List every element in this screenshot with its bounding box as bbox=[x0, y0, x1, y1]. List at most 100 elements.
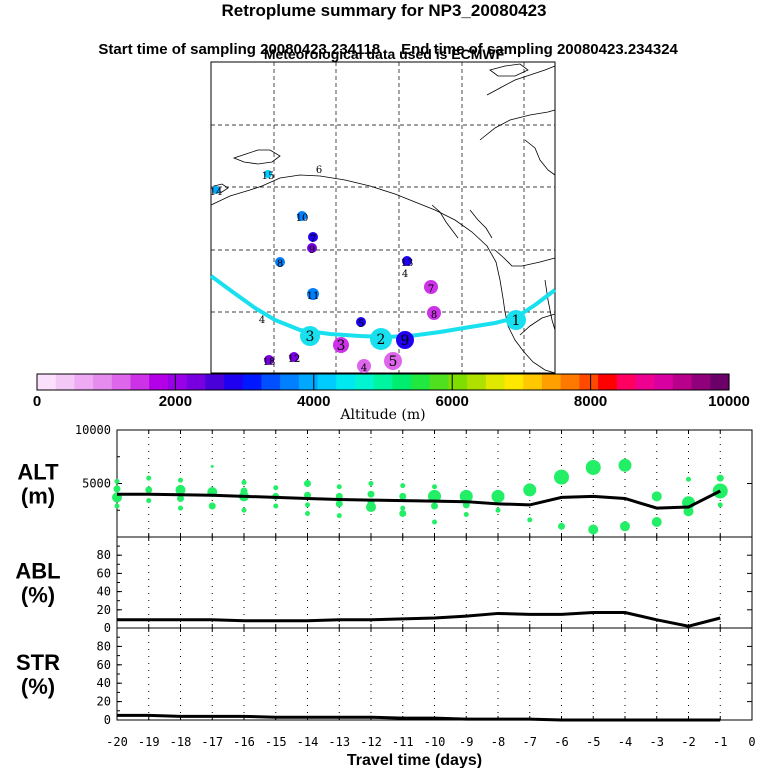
alt-cluster-point bbox=[686, 476, 691, 482]
colorbar-swatch bbox=[485, 374, 506, 390]
colorbar-swatch bbox=[37, 374, 57, 390]
alt-cluster-point bbox=[432, 484, 437, 490]
colorbar-swatch bbox=[242, 374, 263, 390]
alt-cluster-point bbox=[527, 517, 533, 523]
y-tick-label: 20 bbox=[97, 695, 111, 709]
trajectory-point-label: 8 bbox=[277, 259, 283, 270]
trajectory-point-label: 15 bbox=[262, 171, 275, 182]
x-tick-label: -7 bbox=[523, 735, 537, 749]
y-tick-label: 0 bbox=[104, 713, 111, 727]
x-tick-label: -4 bbox=[618, 735, 632, 749]
alt-cluster-point bbox=[428, 489, 441, 503]
trajectory-point bbox=[300, 326, 320, 346]
colorbar-swatch bbox=[186, 374, 206, 390]
colorbar-swatch bbox=[710, 374, 730, 390]
alt-cluster-point bbox=[210, 464, 214, 468]
x-tick-label: -3 bbox=[650, 735, 664, 749]
alt-cluster-point bbox=[554, 469, 569, 485]
trajectory-point-label: 4 bbox=[259, 315, 265, 326]
alt-cluster-point bbox=[400, 483, 406, 489]
panel-ylabel-name: STR bbox=[16, 650, 60, 675]
colorbar-swatch bbox=[317, 374, 337, 390]
colorbar-swatch bbox=[616, 374, 637, 390]
alt-cluster-point bbox=[175, 484, 186, 495]
alt-cluster-point bbox=[651, 491, 662, 502]
x-tick-label: -9 bbox=[459, 735, 473, 749]
alt-cluster-point bbox=[145, 486, 153, 494]
x-tick-label: -15 bbox=[265, 735, 287, 749]
alt-cluster-point bbox=[620, 521, 630, 532]
x-tick-label: -6 bbox=[554, 735, 568, 749]
alt-cluster-point bbox=[618, 458, 632, 472]
trajectory-point bbox=[370, 328, 392, 350]
panel-ylabel-name: ABL bbox=[15, 559, 60, 584]
trajectory-point bbox=[264, 170, 272, 178]
y-tick-label: 60 bbox=[97, 566, 111, 580]
x-tick-label: -11 bbox=[392, 735, 414, 749]
colorbar-tick-label: 6000 bbox=[436, 393, 469, 410]
colorbar-tick-label: 8000 bbox=[574, 393, 607, 410]
colorbar-swatch bbox=[579, 374, 599, 390]
y-tick-label: 40 bbox=[97, 585, 111, 599]
plot-title: Retroplume summary for NP3_20080423 bbox=[221, 1, 547, 20]
colorbar-swatch bbox=[654, 374, 674, 390]
colorbar-swatch bbox=[560, 374, 580, 390]
trajectory-point bbox=[307, 243, 317, 253]
trajectory-point-label: 13 bbox=[401, 258, 414, 269]
trajectory-point bbox=[384, 352, 402, 370]
x-tick-label: -13 bbox=[328, 735, 350, 749]
x-tick-label: -1 bbox=[713, 735, 727, 749]
start-time-label: Start time of sampling 20080423.234118 bbox=[98, 41, 381, 58]
panel-ylabel-unit: (%) bbox=[21, 583, 55, 608]
alt-cluster-point bbox=[463, 512, 469, 518]
alt-cluster-point bbox=[273, 485, 279, 491]
x-tick-label: -17 bbox=[201, 735, 223, 749]
alt-cluster-point bbox=[335, 500, 343, 508]
alt-cluster-point bbox=[716, 474, 724, 482]
y-tick-label: 80 bbox=[97, 548, 111, 562]
x-tick-label: -5 bbox=[586, 735, 600, 749]
trajectory-point-label: 1 bbox=[512, 313, 521, 329]
alt-cluster-point bbox=[400, 505, 406, 511]
trajectory-point bbox=[357, 359, 371, 373]
y-tick-label: 20 bbox=[97, 603, 111, 617]
colorbar-swatch bbox=[691, 374, 711, 390]
alt-cluster-point bbox=[399, 509, 407, 517]
colorbar-swatch bbox=[392, 374, 412, 390]
alt-cluster-point bbox=[146, 498, 152, 504]
alt-cluster-point bbox=[431, 502, 438, 510]
trajectory-point-label: 10 bbox=[296, 213, 309, 224]
colorbar-swatch bbox=[93, 374, 113, 390]
colorbar-swatch bbox=[411, 374, 431, 390]
trajectory-point-label: 5 bbox=[358, 319, 364, 330]
colorbar-swatch bbox=[224, 374, 244, 390]
alt-cluster-point bbox=[113, 485, 121, 493]
sampling-times: Start time of sampling 20080423.234118 E… bbox=[0, 24, 768, 58]
alt-cluster-point bbox=[367, 490, 375, 498]
trajectory-point-label: 9 bbox=[401, 333, 410, 349]
colorbar-swatch bbox=[448, 374, 468, 390]
altitude-colorbar: 0 2000 4000 6000 8000 10000 Altitude (m) bbox=[33, 373, 750, 423]
colorbar-swatch bbox=[373, 374, 393, 390]
x-tick-label: -20 bbox=[106, 735, 128, 749]
colorbar-swatch bbox=[504, 374, 524, 390]
x-tick-label: -16 bbox=[233, 735, 255, 749]
alt-cluster-point bbox=[558, 522, 565, 530]
alt-cluster-point bbox=[523, 483, 537, 497]
trajectory-point-label: 6 bbox=[316, 165, 322, 176]
colorbar-swatch bbox=[541, 374, 562, 390]
x-axis-title: Travel time (days) bbox=[347, 752, 482, 768]
trajectory-point bbox=[264, 355, 274, 365]
colorbar-swatch bbox=[130, 374, 150, 390]
panel-ylabel-unit: (m) bbox=[21, 484, 55, 509]
x-tick-label: -14 bbox=[297, 735, 319, 749]
y-tick-label: 0 bbox=[104, 621, 111, 635]
abl-line bbox=[117, 611, 721, 628]
alt-cluster-point bbox=[114, 478, 120, 484]
trajectory-point bbox=[506, 310, 526, 330]
alt-cluster-point bbox=[683, 506, 694, 517]
panel-ylabel-name: ALT bbox=[17, 460, 59, 485]
trajectory-point bbox=[356, 317, 366, 327]
